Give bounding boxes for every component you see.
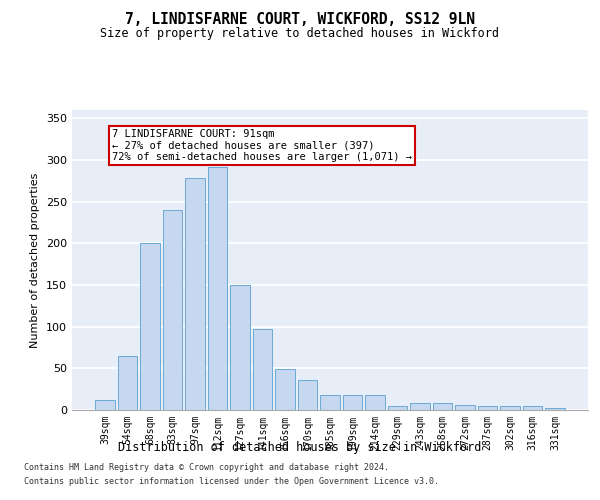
Bar bbox=[320, 395, 340, 410]
Text: Contains HM Land Registry data © Crown copyright and database right 2024.: Contains HM Land Registry data © Crown c… bbox=[24, 464, 389, 472]
Bar bbox=[433, 404, 452, 410]
Bar bbox=[185, 178, 205, 410]
Bar bbox=[545, 408, 565, 410]
Bar bbox=[410, 404, 430, 410]
Bar bbox=[275, 369, 295, 410]
Bar bbox=[388, 406, 407, 410]
Bar bbox=[208, 166, 227, 410]
Text: Distribution of detached houses by size in Wickford: Distribution of detached houses by size … bbox=[118, 441, 482, 454]
Bar bbox=[140, 244, 160, 410]
Bar bbox=[455, 405, 475, 410]
Y-axis label: Number of detached properties: Number of detached properties bbox=[31, 172, 40, 348]
Bar bbox=[298, 380, 317, 410]
Bar bbox=[343, 395, 362, 410]
Text: 7, LINDISFARNE COURT, WICKFORD, SS12 9LN: 7, LINDISFARNE COURT, WICKFORD, SS12 9LN bbox=[125, 12, 475, 28]
Bar bbox=[230, 285, 250, 410]
Bar bbox=[365, 395, 385, 410]
Text: 7 LINDISFARNE COURT: 91sqm
← 27% of detached houses are smaller (397)
72% of sem: 7 LINDISFARNE COURT: 91sqm ← 27% of deta… bbox=[112, 129, 412, 162]
Bar bbox=[523, 406, 542, 410]
Bar bbox=[163, 210, 182, 410]
Text: Size of property relative to detached houses in Wickford: Size of property relative to detached ho… bbox=[101, 28, 499, 40]
Bar bbox=[95, 400, 115, 410]
Bar bbox=[478, 406, 497, 410]
Text: Contains public sector information licensed under the Open Government Licence v3: Contains public sector information licen… bbox=[24, 477, 439, 486]
Bar bbox=[118, 356, 137, 410]
Bar bbox=[500, 406, 520, 410]
Bar bbox=[253, 329, 272, 410]
